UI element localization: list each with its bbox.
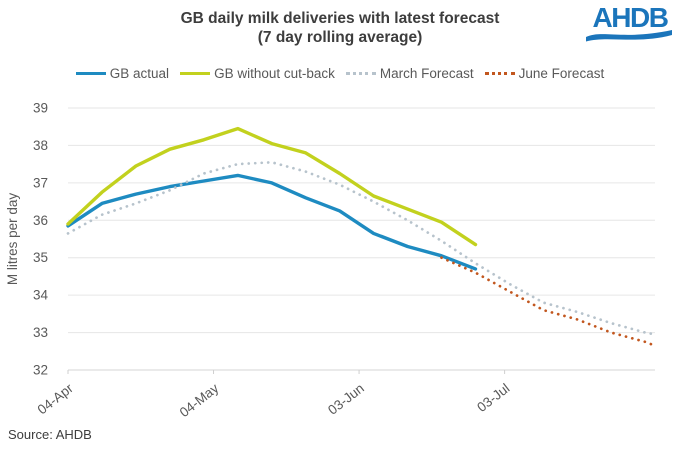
ahdb-logo-text: AHDB xyxy=(592,2,669,33)
legend-label-gb-without-cut-back: GB without cut-back xyxy=(214,66,335,81)
series-line-june-forecast xyxy=(440,256,657,348)
legend-item-gb-actual: GB actual xyxy=(75,66,170,81)
legend-swatch-gb-without-cut-back-icon xyxy=(180,71,211,76)
ahdb-logo: AHDB xyxy=(586,4,674,43)
legend-swatch-june-forecast-icon xyxy=(484,72,515,75)
y-tick-label: 33 xyxy=(33,325,48,340)
legend-item-june-forecast: June Forecast xyxy=(484,66,605,81)
series-line-march-forecast xyxy=(66,160,657,336)
chart-legend: GB actual GB without cut-back March Fore… xyxy=(0,66,680,81)
legend-swatch-gb-actual-icon xyxy=(75,71,106,76)
series-line-gb-actual xyxy=(66,173,478,271)
legend-label-june-forecast: June Forecast xyxy=(518,66,605,81)
y-tick-label: 38 xyxy=(33,138,48,153)
y-tick-label: 39 xyxy=(33,101,48,116)
y-axis-title: M litres per day xyxy=(5,193,20,286)
y-tick-label: 34 xyxy=(33,288,49,303)
y-tick-label: 32 xyxy=(33,363,48,378)
legend-label-march-forecast: March Forecast xyxy=(379,66,474,81)
legend-item-gb-without-cut-back: GB without cut-back xyxy=(180,66,335,81)
x-tick-label: 04-May xyxy=(177,380,222,420)
y-tick-label: 35 xyxy=(33,250,48,265)
y-tick-label: 36 xyxy=(33,213,48,228)
x-tick-label: 03-Jul xyxy=(474,381,512,415)
x-tick-label: 04-Apr xyxy=(35,380,77,417)
legend-label-gb-actual: GB actual xyxy=(109,66,170,81)
legend-item-march-forecast: March Forecast xyxy=(345,66,474,81)
series-line-gb-without-cut-back xyxy=(66,126,478,247)
x-tick-label: 03-Jun xyxy=(325,381,367,418)
source-note: Source: AHDB xyxy=(8,427,92,442)
y-tick-label: 37 xyxy=(33,175,48,190)
legend-swatch-march-forecast-icon xyxy=(345,72,376,75)
ahdb-logo-wave-icon xyxy=(586,30,672,42)
